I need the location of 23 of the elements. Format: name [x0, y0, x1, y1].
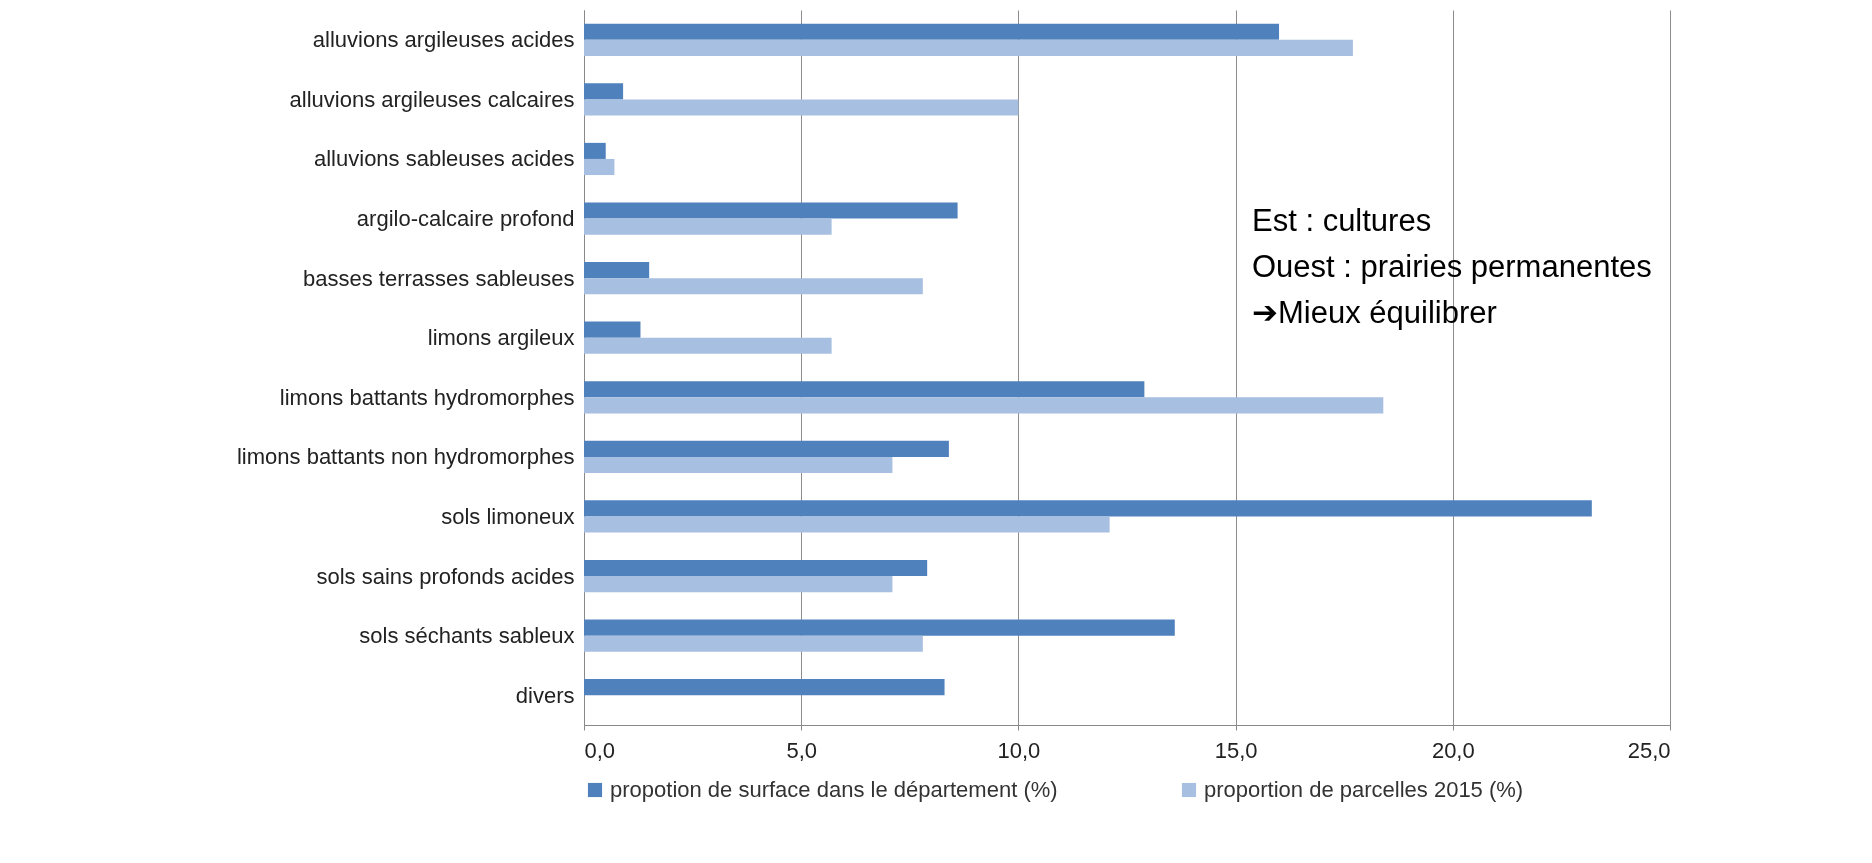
- x-tick-label: 25,0: [1627, 737, 1671, 763]
- y-tick-label: limons battants non hydromorphes: [236, 444, 575, 470]
- annotation: Ouest : prairies permanentes: [1252, 249, 1652, 284]
- y-tick-label: limons battants hydromorphes: [279, 384, 575, 410]
- annotation: Est : cultures: [1252, 203, 1432, 238]
- y-tick-label: alluvions argileuses calcaires: [289, 86, 575, 112]
- y-tick-label: argilo-calcaire profond: [356, 206, 575, 232]
- y-tick-label: alluvions sableuses acides: [314, 146, 575, 172]
- y-tick-label: sols limoneux: [441, 503, 575, 529]
- annotation: ➔Mieux équilibrer: [1252, 295, 1497, 330]
- x-tick-label: 20,0: [1431, 737, 1475, 763]
- y-tick-label: sols séchants sableux: [359, 623, 575, 649]
- x-tick-label: 5,0: [786, 737, 817, 763]
- y-tick-label: sols sains profonds acides: [316, 563, 575, 589]
- x-tick-label: 15,0: [1214, 737, 1258, 763]
- legend-label: proportion de parcelles 2015 (%): [1204, 777, 1524, 802]
- legend-label: propotion de surface dans le département (%): [610, 777, 1058, 802]
- y-tick-label: basses terrasses sableuses: [303, 265, 575, 291]
- x-tick-label: 0,0: [584, 737, 616, 763]
- y-tick-label: divers: [515, 682, 575, 708]
- y-tick-label: alluvions argileuses acides: [312, 27, 575, 53]
- y-tick-label: limons argileux: [427, 325, 575, 351]
- x-tick-label: 10,0: [997, 737, 1041, 763]
